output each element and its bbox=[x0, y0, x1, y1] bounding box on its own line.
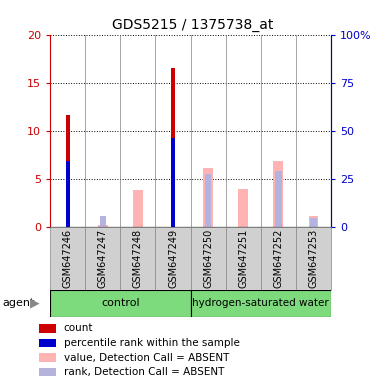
Text: GSM647253: GSM647253 bbox=[308, 228, 318, 288]
Bar bbox=[121, 227, 156, 290]
Bar bbox=[275, 171, 281, 227]
Bar bbox=[238, 189, 248, 227]
Bar bbox=[191, 290, 331, 317]
Text: agent: agent bbox=[2, 298, 34, 308]
Bar bbox=[296, 227, 331, 290]
Text: GSM647251: GSM647251 bbox=[238, 228, 248, 288]
Text: GSM647246: GSM647246 bbox=[63, 229, 73, 288]
Bar bbox=[203, 168, 213, 227]
Text: percentile rank within the sample: percentile rank within the sample bbox=[64, 338, 239, 348]
Text: rank, Detection Call = ABSENT: rank, Detection Call = ABSENT bbox=[64, 367, 224, 377]
Text: value, Detection Call = ABSENT: value, Detection Call = ABSENT bbox=[64, 353, 229, 362]
Bar bbox=[171, 138, 175, 227]
Text: GDS5215 / 1375738_at: GDS5215 / 1375738_at bbox=[112, 18, 273, 32]
Bar bbox=[191, 227, 226, 290]
Bar bbox=[50, 227, 85, 290]
Bar bbox=[205, 174, 211, 227]
Bar bbox=[309, 216, 318, 227]
Bar bbox=[85, 227, 120, 290]
Bar bbox=[273, 161, 283, 227]
Bar bbox=[65, 115, 70, 227]
Bar bbox=[310, 218, 317, 227]
Text: hydrogen-saturated water: hydrogen-saturated water bbox=[192, 298, 329, 308]
Text: GSM647247: GSM647247 bbox=[98, 228, 108, 288]
Bar bbox=[100, 216, 106, 227]
Text: ▶: ▶ bbox=[30, 297, 40, 310]
Bar bbox=[133, 190, 143, 227]
Bar bbox=[50, 290, 191, 317]
Text: GSM647250: GSM647250 bbox=[203, 228, 213, 288]
Bar bbox=[65, 161, 70, 227]
Bar bbox=[171, 68, 175, 227]
Text: control: control bbox=[101, 298, 140, 308]
Bar bbox=[156, 227, 191, 290]
Text: GSM647248: GSM647248 bbox=[133, 229, 143, 288]
Bar bbox=[261, 227, 296, 290]
Text: GSM647249: GSM647249 bbox=[168, 229, 178, 288]
Text: count: count bbox=[64, 323, 93, 333]
Text: GSM647252: GSM647252 bbox=[273, 228, 283, 288]
Bar bbox=[98, 225, 108, 227]
Bar bbox=[226, 227, 261, 290]
